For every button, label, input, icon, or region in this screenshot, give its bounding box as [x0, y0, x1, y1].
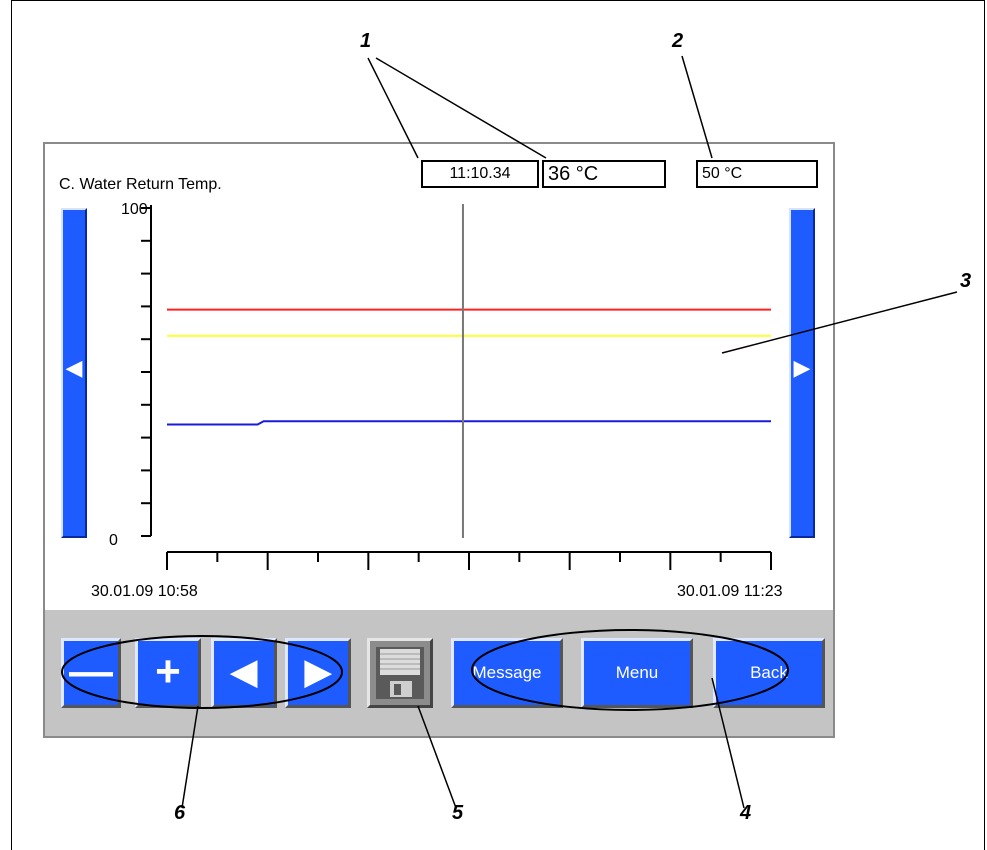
y-ticks: [141, 207, 151, 537]
callout-1: 1: [360, 30, 372, 52]
y-tick-label-max: 100: [121, 201, 148, 218]
callout-5: 5: [452, 802, 464, 824]
message-button-label: Message: [472, 663, 542, 682]
zoom-out-button[interactable]: —: [61, 638, 121, 708]
left-arrow-icon: ◀: [230, 653, 258, 691]
cursor-value-display: 36 °C: [542, 160, 666, 188]
left-arrow-icon: ◀: [65, 355, 83, 380]
figure-frame: [11, 0, 985, 850]
cursor-time-display: 11:10.34: [421, 160, 539, 188]
callout-2: 2: [672, 30, 684, 52]
menu-button-label: Menu: [615, 663, 659, 682]
trend-title: C. Water Return Temp.: [59, 176, 222, 193]
x-ticks: [166, 552, 772, 570]
cursor-left-button[interactable]: ◀: [211, 638, 277, 708]
series-line-3: [167, 420, 771, 426]
leader-line-4: [711, 677, 745, 809]
message-button[interactable]: Message: [451, 638, 563, 708]
x-start-label: 30.01.09 10:58: [91, 583, 198, 600]
leader-line-5: [417, 705, 457, 809]
callout-6: 6: [174, 802, 186, 824]
trend-chart: 100 0 30.01.09 10:58 30.01.09 11:23: [91, 201, 783, 600]
limit-value-display: 50 °C: [696, 160, 818, 188]
x-end-label: 30.01.09 11:23: [677, 583, 783, 600]
scroll-right-button[interactable]: ▶: [789, 208, 815, 538]
back-button-label: Back: [750, 663, 788, 682]
right-arrow-icon: ▶: [304, 653, 332, 691]
y-tick-label-min: 0: [109, 532, 118, 549]
zoom-in-button[interactable]: +: [135, 638, 201, 708]
save-button[interactable]: [367, 638, 433, 708]
group-ellipse-4: [471, 629, 789, 711]
callout-3: 3: [960, 270, 972, 292]
right-arrow-icon: ▶: [793, 355, 811, 380]
trend-screen: C. Water Return Temp. 11:10.34 36 °C 50 …: [43, 142, 835, 738]
callout-4: 4: [740, 802, 752, 824]
scroll-left-button[interactable]: ◀: [61, 208, 87, 538]
leader-line-3: [721, 291, 958, 354]
floppy-disk-icon: [376, 647, 424, 699]
back-button[interactable]: Back: [713, 638, 825, 708]
plus-icon: +: [155, 647, 181, 696]
leader-line-2: [681, 55, 713, 159]
leader-line-6: [181, 705, 199, 809]
menu-button[interactable]: Menu: [581, 638, 693, 708]
leader-line-1b: [375, 57, 547, 159]
group-ellipse-6: [61, 635, 343, 709]
series-lines: [167, 308, 771, 426]
leader-line-1a: [367, 57, 419, 159]
cursor-right-button[interactable]: ▶: [285, 638, 351, 708]
